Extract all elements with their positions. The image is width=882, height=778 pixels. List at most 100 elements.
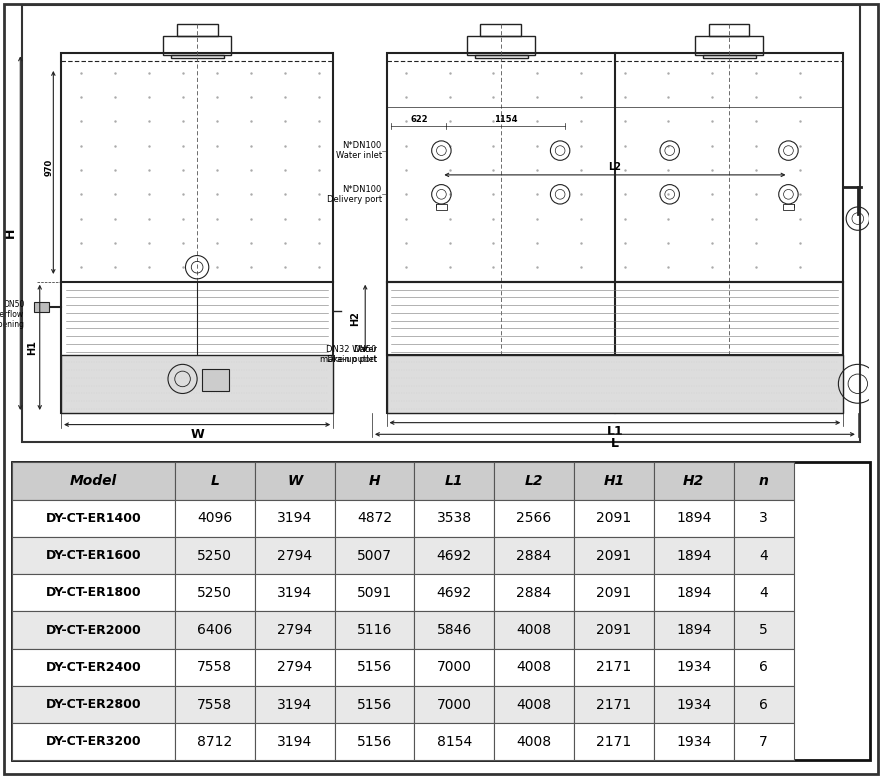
Bar	[176, 24, 218, 36]
Bar	[12, 649, 175, 686]
Text: 5007: 5007	[357, 548, 392, 562]
Text: 7558: 7558	[198, 698, 233, 712]
Text: 4008: 4008	[517, 661, 551, 675]
Bar	[415, 686, 494, 724]
Text: L1: L1	[607, 425, 624, 438]
Text: DN50
Drain outlet: DN50 Drain outlet	[326, 345, 377, 364]
Bar	[734, 462, 794, 499]
Text: DY-CT-ER1600: DY-CT-ER1600	[46, 549, 141, 562]
Text: 6: 6	[759, 661, 768, 675]
Bar	[175, 612, 255, 649]
Text: 6406: 6406	[198, 623, 233, 637]
Bar	[255, 462, 334, 499]
Bar	[386, 355, 843, 413]
Bar	[494, 574, 574, 612]
Bar	[494, 686, 574, 724]
Bar	[255, 537, 334, 574]
Bar	[494, 649, 574, 686]
Text: 5091: 5091	[357, 586, 392, 600]
Bar	[175, 537, 255, 574]
Text: L: L	[211, 474, 220, 488]
Bar	[12, 574, 175, 612]
Bar	[654, 724, 734, 760]
Text: 7000: 7000	[437, 661, 472, 675]
Bar	[734, 574, 794, 612]
Text: DY-CT-ER2400: DY-CT-ER2400	[46, 661, 141, 674]
Text: 2171: 2171	[596, 661, 632, 675]
Bar	[734, 649, 794, 686]
Text: 3194: 3194	[277, 698, 312, 712]
Text: 3194: 3194	[277, 586, 312, 600]
Text: 622: 622	[410, 115, 428, 124]
Text: 970: 970	[45, 159, 54, 177]
Text: DY-CT-ER2800: DY-CT-ER2800	[46, 698, 141, 711]
Bar	[255, 649, 334, 686]
Bar	[415, 537, 494, 574]
Bar	[494, 612, 574, 649]
Text: 1154: 1154	[494, 115, 518, 124]
Text: DY-CT-ER2000: DY-CT-ER2000	[46, 623, 141, 636]
Text: 4692: 4692	[437, 548, 472, 562]
Bar	[255, 612, 334, 649]
Bar	[415, 649, 494, 686]
Text: 2884: 2884	[517, 586, 552, 600]
Bar	[654, 537, 734, 574]
Text: 4008: 4008	[517, 698, 551, 712]
Text: 4: 4	[759, 586, 768, 600]
Bar	[574, 574, 654, 612]
Bar	[436, 204, 447, 210]
Text: 4692: 4692	[437, 586, 472, 600]
Text: Model: Model	[70, 474, 117, 488]
Bar	[12, 724, 175, 760]
Bar	[574, 499, 654, 537]
Text: DN32 Water
make-up port: DN32 Water make-up port	[320, 345, 377, 364]
Bar	[415, 612, 494, 649]
Bar	[703, 55, 756, 58]
Bar	[12, 537, 175, 574]
Text: 4008: 4008	[517, 734, 551, 748]
Bar	[175, 724, 255, 760]
Bar	[171, 55, 224, 58]
Text: 5156: 5156	[357, 734, 392, 748]
Text: 4: 4	[759, 548, 768, 562]
Bar	[574, 724, 654, 760]
Text: 4872: 4872	[357, 511, 392, 525]
Text: L2: L2	[609, 162, 622, 172]
Bar	[494, 462, 574, 499]
Text: 2794: 2794	[277, 623, 312, 637]
Bar	[654, 686, 734, 724]
Bar	[695, 36, 763, 55]
Bar	[494, 724, 574, 760]
Text: 5250: 5250	[198, 548, 233, 562]
Text: 1894: 1894	[676, 623, 712, 637]
Text: 2171: 2171	[596, 698, 632, 712]
Bar	[175, 574, 255, 612]
Bar	[574, 537, 654, 574]
Text: 2884: 2884	[517, 548, 552, 562]
Text: 7: 7	[759, 734, 768, 748]
Text: 3: 3	[759, 511, 768, 525]
Bar	[654, 649, 734, 686]
Text: H1: H1	[27, 340, 37, 355]
Text: DY-CT-ER3200: DY-CT-ER3200	[46, 735, 141, 748]
Bar	[163, 36, 231, 55]
Text: 1934: 1934	[676, 698, 711, 712]
Bar	[175, 462, 255, 499]
Bar	[494, 537, 574, 574]
Text: 2091: 2091	[596, 548, 632, 562]
Bar	[334, 574, 415, 612]
Text: N*DN100
Delivery port: N*DN100 Delivery port	[326, 184, 382, 204]
Bar	[386, 282, 843, 355]
Text: DY-CT-ER1800: DY-CT-ER1800	[46, 587, 141, 599]
Bar	[574, 612, 654, 649]
Text: W: W	[191, 428, 204, 441]
Text: 5156: 5156	[357, 698, 392, 712]
Bar	[654, 574, 734, 612]
Bar	[467, 36, 534, 55]
Text: 4096: 4096	[198, 511, 233, 525]
Text: 8154: 8154	[437, 734, 472, 748]
Bar	[12, 499, 175, 537]
Bar	[475, 55, 528, 58]
Text: H: H	[4, 228, 17, 238]
Bar	[415, 499, 494, 537]
